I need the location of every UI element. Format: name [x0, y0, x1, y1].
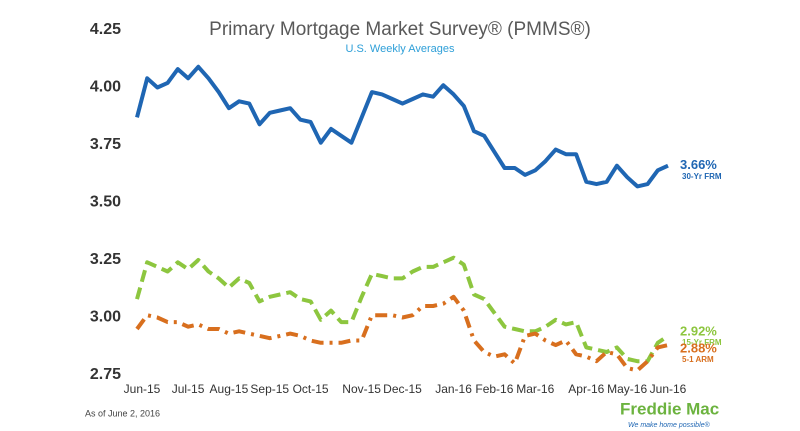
- x-tick-label: Sep-15: [250, 382, 289, 396]
- x-tick-label: Aug-15: [210, 382, 249, 396]
- x-tick-label: Jun-16: [650, 382, 687, 396]
- value-label: 2.88%: [680, 341, 717, 356]
- legend-label: 15-Yr FRM: [682, 338, 722, 347]
- series-line: [135, 64, 669, 189]
- y-tick-label: 4.25: [90, 21, 121, 38]
- x-tick-label: Nov-15: [342, 382, 381, 396]
- x-tick-label: Jan-16: [435, 382, 472, 396]
- x-tick-label: Feb-16: [475, 382, 513, 396]
- x-tick-label: Oct-15: [293, 382, 329, 396]
- y-tick-label: 3.50: [90, 194, 121, 211]
- legend-label: 5-1 ARM: [682, 355, 714, 364]
- value-label: 2.92%: [680, 323, 717, 338]
- value-label: 3.66%: [680, 157, 717, 172]
- x-tick-label: Mar-16: [516, 382, 554, 396]
- y-tick-label: 3.00: [90, 309, 121, 326]
- legend-label: 30-Yr FRM: [682, 172, 722, 181]
- chart-subtitle: U.S. Weekly Averages: [345, 43, 455, 55]
- y-tick-label: 2.75: [90, 366, 121, 383]
- logo-name: Freddie Mac: [620, 399, 719, 418]
- x-tick-label: Jun-15: [124, 382, 161, 396]
- logo-tagline: We make home possible®: [628, 421, 711, 429]
- x-tick-label: May-16: [607, 382, 647, 396]
- logo: Freddie Mac We make home possible®: [620, 399, 719, 428]
- series-line: [135, 294, 669, 373]
- x-tick-label: Dec-15: [383, 382, 422, 396]
- chart-title: Primary Mortgage Market Survey® (PMMS®): [209, 19, 591, 40]
- y-tick-label: 3.75: [90, 136, 121, 153]
- x-tick-label: Jul-15: [172, 382, 205, 396]
- note: As of June 2, 2016: [85, 408, 160, 418]
- series-line: [135, 255, 670, 364]
- x-tick-label: Apr-16: [568, 382, 604, 396]
- y-tick-label: 3.25: [90, 251, 121, 268]
- y-tick-label: 4.00: [90, 79, 121, 96]
